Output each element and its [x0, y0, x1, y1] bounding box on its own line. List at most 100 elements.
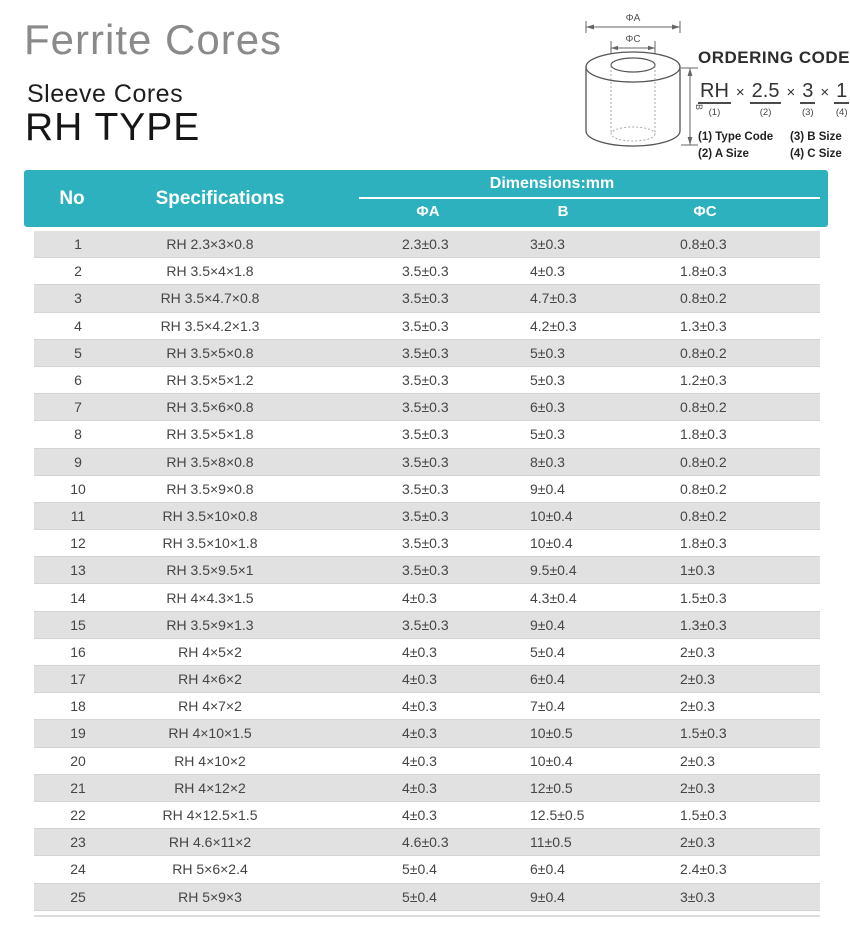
cell-specification: RH 4×12×2 — [174, 779, 246, 796]
page-subtitle: Sleeve Cores — [27, 80, 184, 108]
legend-label: C Size — [807, 148, 842, 160]
cell-phi-c: 0.8±0.3 — [680, 236, 727, 253]
column-header-phi-c: ΦC — [693, 203, 717, 220]
cell-phi-a: 2.3±0.3 — [402, 236, 449, 253]
cell-no: 4 — [74, 317, 82, 334]
segment-number: (3) — [801, 107, 814, 118]
cell-phi-c: 1.3±0.3 — [680, 317, 727, 334]
cell-specification: RH 3.5×9×1.3 — [166, 616, 254, 633]
cell-no: 6 — [74, 372, 82, 389]
cell-no: 19 — [70, 725, 86, 742]
cell-specification: RH 4.6×11×2 — [168, 834, 252, 851]
cell-specification: RH 3.5×9.5×1 — [166, 562, 254, 579]
cell-b: 10±0.4 — [530, 752, 573, 769]
table-bottom-rule — [34, 915, 820, 917]
table-row: 21 RH 4×12×2 4±0.3 12±0.5 2±0.3 — [34, 774, 820, 802]
cell-specification: RH 4×7×2 — [178, 698, 242, 715]
cell-no: 5 — [74, 344, 82, 361]
cell-no: 16 — [70, 643, 86, 660]
cell-specification: RH 3.5×4×1.8 — [166, 263, 254, 280]
cell-b: 6±0.4 — [530, 671, 565, 688]
ordering-code-segment: RH (1) — [698, 81, 731, 118]
cell-phi-a: 3.5±0.3 — [402, 535, 449, 552]
table-row: 15 RH 3.5×9×1.3 3.5±0.3 9±0.4 1.3±0.3 — [34, 611, 820, 639]
cell-b: 10±0.4 — [530, 507, 573, 524]
legend-item: (1) Type Code — [698, 131, 790, 143]
cell-no: 20 — [70, 752, 86, 769]
cell-b: 6±0.3 — [530, 399, 565, 416]
cell-specification: RH 5×9×3 — [178, 888, 242, 905]
table-row: 8 RH 3.5×5×1.8 3.5±0.3 5±0.3 1.8±0.3 — [34, 421, 820, 449]
cell-phi-c: 0.8±0.2 — [680, 344, 727, 361]
cell-no: 24 — [70, 861, 86, 878]
cell-no: 8 — [74, 426, 82, 443]
cell-no: 15 — [70, 616, 86, 633]
cell-b: 10±0.5 — [530, 725, 573, 742]
cell-specification: RH 4×12.5×1.5 — [162, 807, 258, 824]
ordering-code-legend: (1) Type Code (3) B Size (2) A Size (4) … — [698, 131, 850, 160]
cell-phi-c: 3±0.3 — [680, 888, 715, 905]
cell-specification: RH 4×4.3×1.5 — [166, 589, 254, 606]
table-header: No Specifications Dimensions:mm ΦA B ΦC — [24, 170, 828, 227]
cell-phi-c: 2±0.3 — [680, 752, 715, 769]
table-row: 5 RH 3.5×5×0.8 3.5±0.3 5±0.3 0.8±0.2 — [34, 339, 820, 367]
legend-number: (4) — [790, 148, 808, 160]
cell-no: 11 — [70, 507, 86, 524]
cell-specification: RH 5×6×2.4 — [172, 861, 248, 878]
cell-no: 1 — [74, 236, 82, 253]
cell-b: 9±0.4 — [530, 480, 565, 497]
cell-phi-a: 3.5±0.3 — [402, 399, 449, 416]
table-row: 3 RH 3.5×4.7×0.8 3.5±0.3 4.7±0.3 0.8±0.2 — [34, 285, 820, 313]
cell-b: 3±0.3 — [530, 236, 565, 253]
cell-b: 9±0.4 — [530, 616, 565, 633]
segment-number: (1) — [708, 107, 721, 118]
cell-phi-a: 3.5±0.3 — [402, 562, 449, 579]
ordering-code-section: ORDERING CODE RH (1) × 2.5 (2) × 3 (3) ×… — [698, 48, 850, 160]
legend-item: (3) B Size — [790, 131, 850, 143]
column-header-phi-a: ΦA — [416, 203, 440, 220]
table-row: 20 RH 4×10×2 4±0.3 10±0.4 2±0.3 — [34, 747, 820, 775]
cell-phi-a: 4±0.3 — [402, 752, 437, 769]
cell-b: 8±0.3 — [530, 453, 565, 470]
table-row: 13 RH 3.5×9.5×1 3.5±0.3 9.5±0.4 1±0.3 — [34, 557, 820, 585]
cell-no: 14 — [70, 589, 86, 606]
table-row: 19 RH 4×10×1.5 4±0.3 10±0.5 1.5±0.3 — [34, 720, 820, 748]
legend-item: (4) C Size — [790, 148, 850, 160]
legend-number: (2) — [698, 148, 715, 160]
cell-specification: RH 2.3×3×0.8 — [166, 236, 254, 253]
cell-phi-c: 2±0.3 — [680, 779, 715, 796]
cell-b: 9±0.4 — [530, 888, 565, 905]
multiply-sign: × — [735, 84, 745, 101]
cell-phi-a: 4±0.3 — [402, 698, 437, 715]
segment-value: 2.5 — [749, 80, 782, 104]
segment-number: (2) — [759, 107, 772, 118]
header-divider-line — [359, 197, 820, 199]
cell-b: 11±0.5 — [530, 834, 572, 851]
column-header-no: No — [59, 187, 85, 209]
cell-phi-a: 3.5±0.3 — [402, 317, 449, 334]
cell-phi-a: 4±0.3 — [402, 779, 437, 796]
cell-phi-a: 5±0.4 — [402, 888, 437, 905]
dim-label-phi-c: ΦC — [625, 34, 640, 45]
cell-specification: RH 4×6×2 — [178, 671, 242, 688]
table-row: 22 RH 4×12.5×1.5 4±0.3 12.5±0.5 1.5±0.3 — [34, 801, 820, 830]
cell-phi-c: 1.8±0.3 — [680, 426, 727, 443]
column-header-specifications: Specifications — [155, 187, 285, 209]
table-row: 24 RH 5×6×2.4 5±0.4 6±0.4 2.4±0.3 — [34, 856, 820, 884]
table-row: 9 RH 3.5×8×0.8 3.5±0.3 8±0.3 0.8±0.2 — [34, 448, 820, 476]
ordering-code-segment: 2.5 (2) — [749, 80, 782, 118]
cell-phi-a: 3.5±0.3 — [402, 480, 449, 497]
cell-phi-c: 1.5±0.3 — [680, 807, 727, 824]
cell-no: 7 — [74, 399, 82, 416]
cell-phi-a: 4±0.3 — [402, 589, 437, 606]
segment-value: 1 — [834, 80, 850, 104]
table-row: 2 RH 3.5×4×1.8 3.5±0.3 4±0.3 1.8±0.3 — [34, 258, 820, 286]
cell-b: 5±0.3 — [530, 372, 565, 389]
multiply-sign: × — [786, 84, 796, 101]
cell-phi-c: 0.8±0.2 — [680, 290, 727, 307]
table-row: 14 RH 4×4.3×1.5 4±0.3 4.3±0.4 1.5±0.3 — [34, 584, 820, 612]
cell-specification: RH 3.5×8×0.8 — [166, 453, 254, 470]
table-row: 18 RH 4×7×2 4±0.3 7±0.4 2±0.3 — [34, 693, 820, 721]
legend-label: Type Code — [715, 131, 774, 143]
